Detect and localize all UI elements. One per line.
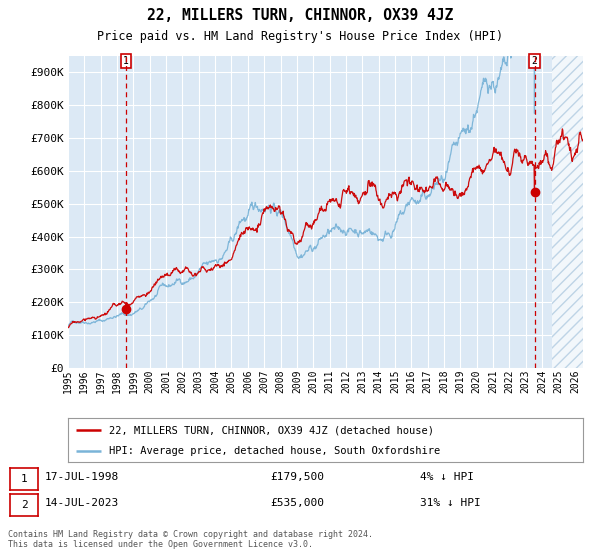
Text: 14-JUL-2023: 14-JUL-2023 [45,498,119,508]
Text: 4% ↓ HPI: 4% ↓ HPI [420,472,474,482]
Text: HPI: Average price, detached house, South Oxfordshire: HPI: Average price, detached house, Sout… [109,446,440,456]
Text: Contains HM Land Registry data © Crown copyright and database right 2024.
This d: Contains HM Land Registry data © Crown c… [8,530,373,549]
Text: 1: 1 [20,474,28,484]
Text: 1: 1 [123,56,129,66]
Text: 17-JUL-1998: 17-JUL-1998 [45,472,119,482]
Text: £179,500: £179,500 [270,472,324,482]
Text: 22, MILLERS TURN, CHINNOR, OX39 4JZ: 22, MILLERS TURN, CHINNOR, OX39 4JZ [147,8,453,23]
Bar [552,56,583,368]
Text: 22, MILLERS TURN, CHINNOR, OX39 4JZ (detached house): 22, MILLERS TURN, CHINNOR, OX39 4JZ (det… [109,426,434,435]
Text: 31% ↓ HPI: 31% ↓ HPI [420,498,481,508]
Bar [552,56,583,368]
Text: Price paid vs. HM Land Registry's House Price Index (HPI): Price paid vs. HM Land Registry's House … [97,30,503,43]
Text: £535,000: £535,000 [270,498,324,508]
Text: 2: 2 [532,56,538,66]
Text: 2: 2 [20,500,28,510]
